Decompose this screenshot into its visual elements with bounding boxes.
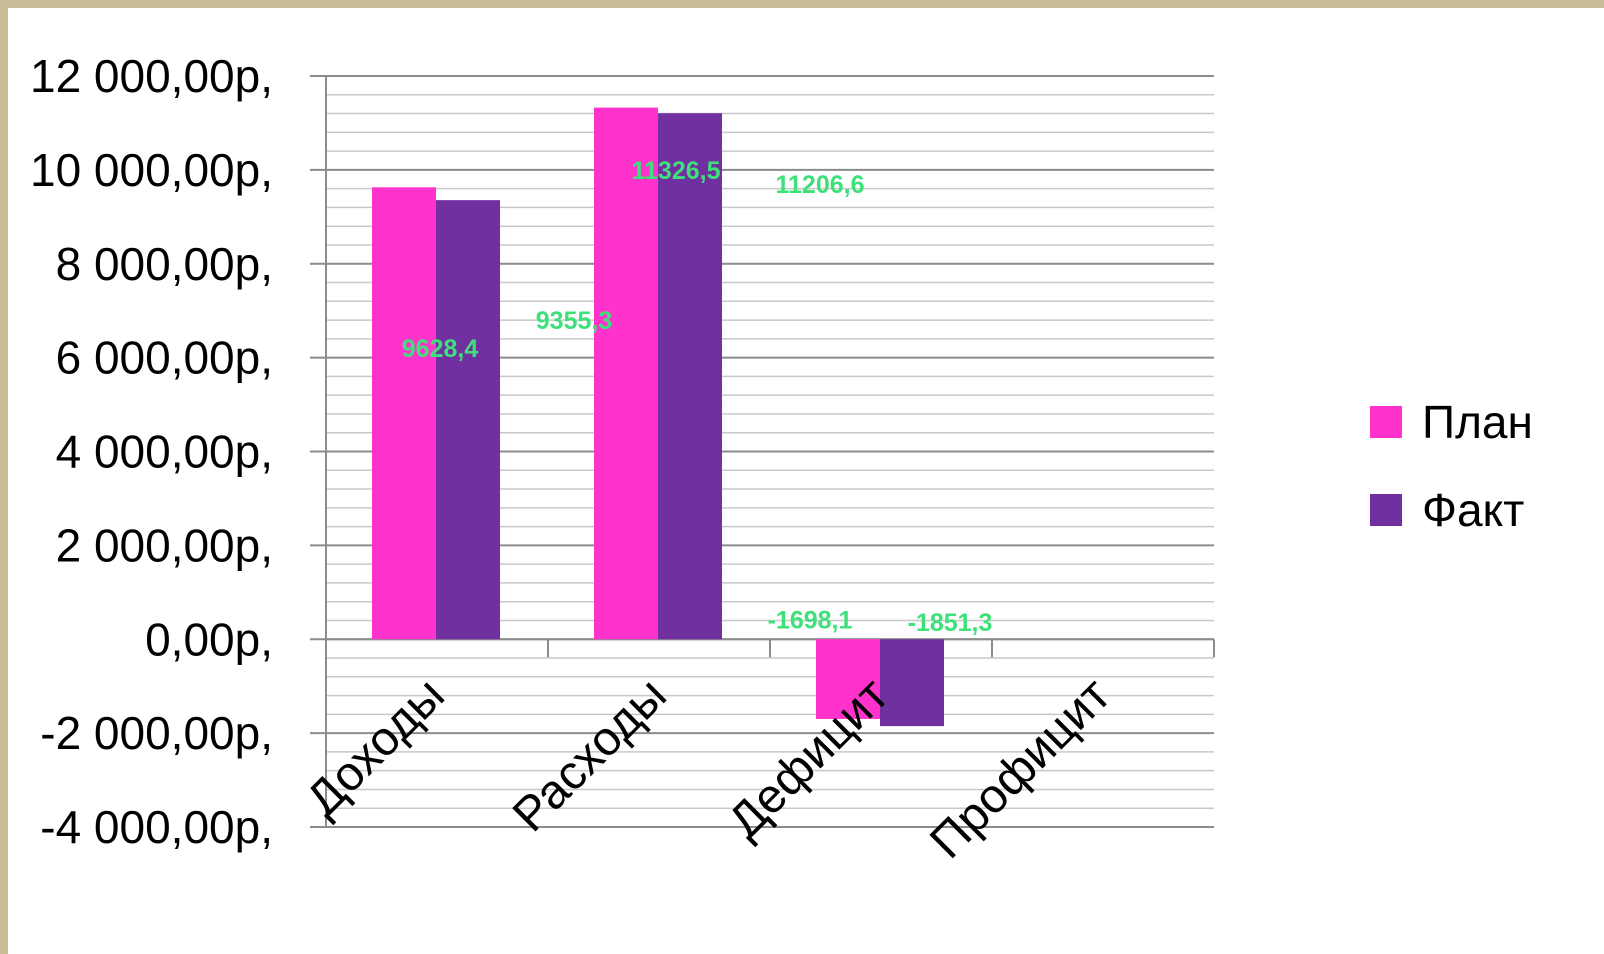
legend-swatch: [1370, 494, 1402, 526]
y-axis-tick-labels: 12 000,00р, 10 000,00р, 8 000,00р, 6 000,00…: [30, 50, 273, 853]
data-label: 9355,3: [536, 307, 612, 335]
y-tick-label: -4 000,00р,: [40, 801, 273, 853]
bar-chart: 12 000,00р, 10 000,00р, 8 000,00р, 6 000,00…: [30, 50, 1533, 869]
y-tick-label: 6 000,00р,: [56, 332, 273, 384]
bars: [372, 107, 944, 727]
data-label: -1851,3: [908, 609, 993, 637]
legend-label: План: [1422, 396, 1533, 448]
data-labels: 9628,4 9355,3 11326,5 11206,6 -1698,1 -1851,3: [402, 157, 993, 637]
y-tick-label: 12 000,00р,: [30, 50, 273, 102]
y-tick-label: 0,00р,: [145, 613, 273, 665]
x-tick-label: Расходы: [503, 668, 677, 842]
bar-План-Доходы: [372, 187, 436, 640]
x-axis-tick-labels: Доходы Расходы Дефицит Профицит: [297, 668, 1121, 868]
bar-Факт-Дефицит: [880, 639, 944, 727]
bar-Факт-Доходы: [436, 200, 500, 640]
data-label: 9628,4: [402, 335, 479, 363]
y-tick-label: -2 000,00р,: [40, 707, 273, 759]
x-tick-label: Доходы: [297, 668, 455, 826]
legend-swatch: [1370, 406, 1402, 438]
y-tick-label: 10 000,00р,: [30, 144, 273, 196]
legend-label: Факт: [1422, 484, 1524, 536]
bar-План-Дефицит: [816, 639, 880, 719]
chart-frame: 12 000,00р, 10 000,00р, 8 000,00р, 6 000,00…: [8, 8, 1604, 954]
data-label: -1698,1: [768, 607, 853, 635]
legend: План Факт: [1370, 396, 1533, 536]
y-tick-label: 4 000,00р,: [56, 426, 273, 478]
bar-План-Расходы: [594, 107, 658, 640]
y-tick-label: 2 000,00р,: [56, 519, 273, 571]
bar-Факт-Расходы: [658, 113, 722, 640]
x-tick-label: Профицит: [920, 668, 1120, 868]
y-tick-label: 8 000,00р,: [56, 238, 273, 290]
data-label: 11326,5: [632, 157, 721, 185]
data-label: 11206,6: [776, 171, 865, 199]
